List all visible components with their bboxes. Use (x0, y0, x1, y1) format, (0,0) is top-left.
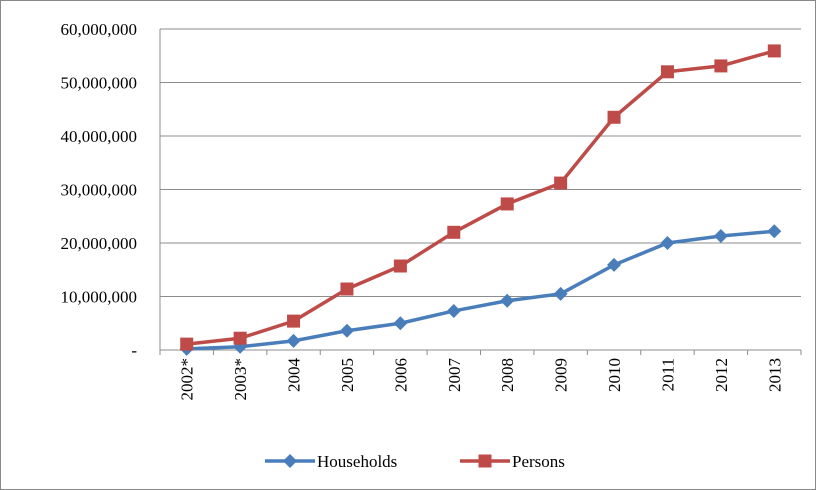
data-point (713, 229, 728, 244)
legend-label: Households (317, 452, 397, 471)
data-point (287, 314, 301, 328)
data-point (660, 236, 675, 250)
x-tick-label: 2003* (231, 358, 250, 401)
x-tick-label: 2009 (552, 358, 571, 392)
legend-label: Persons (512, 452, 565, 471)
data-point (393, 259, 407, 273)
data-point (447, 225, 461, 239)
x-tick-label: 2005 (338, 358, 357, 392)
legend-marker (478, 454, 492, 468)
x-tick-label: 2006 (391, 358, 410, 392)
y-tick-label: 40,000,000 (61, 127, 138, 146)
data-point (607, 257, 622, 272)
data-point (607, 110, 621, 124)
data-point (714, 59, 728, 73)
data-point (767, 224, 782, 239)
x-tick-label: 2012 (712, 358, 731, 392)
series-line (186, 49, 775, 346)
x-tick-label: 2007 (445, 358, 464, 393)
x-tick-label: 2004 (285, 358, 304, 393)
data-point (340, 282, 354, 296)
x-tick-label: 2013 (765, 358, 784, 392)
y-tick-label: 20,000,000 (61, 234, 138, 253)
legend-marker (283, 454, 297, 468)
data-point (554, 176, 568, 190)
data-point (553, 286, 568, 301)
x-tick-label: 2010 (605, 358, 624, 392)
series-line (186, 229, 775, 351)
data-point (500, 197, 514, 211)
data-point (500, 293, 515, 308)
x-tick-label: 2002* (178, 358, 197, 401)
y-tick-label: 60,000,000 (61, 20, 138, 39)
data-point (767, 44, 781, 58)
y-tick-label: 30,000,000 (61, 181, 138, 200)
data-point (446, 303, 461, 318)
data-point (660, 65, 674, 79)
data-point (180, 337, 194, 351)
data-point (339, 323, 354, 338)
y-tick-label: 10,000,000 (61, 288, 138, 307)
data-point (393, 316, 408, 331)
y-tick-label: - (131, 341, 137, 360)
x-tick-label: 2011 (658, 358, 677, 391)
y-tick-label: 50,000,000 (61, 74, 138, 93)
x-tick-label: 2008 (498, 358, 517, 392)
data-point (286, 333, 301, 348)
data-point (233, 331, 247, 345)
